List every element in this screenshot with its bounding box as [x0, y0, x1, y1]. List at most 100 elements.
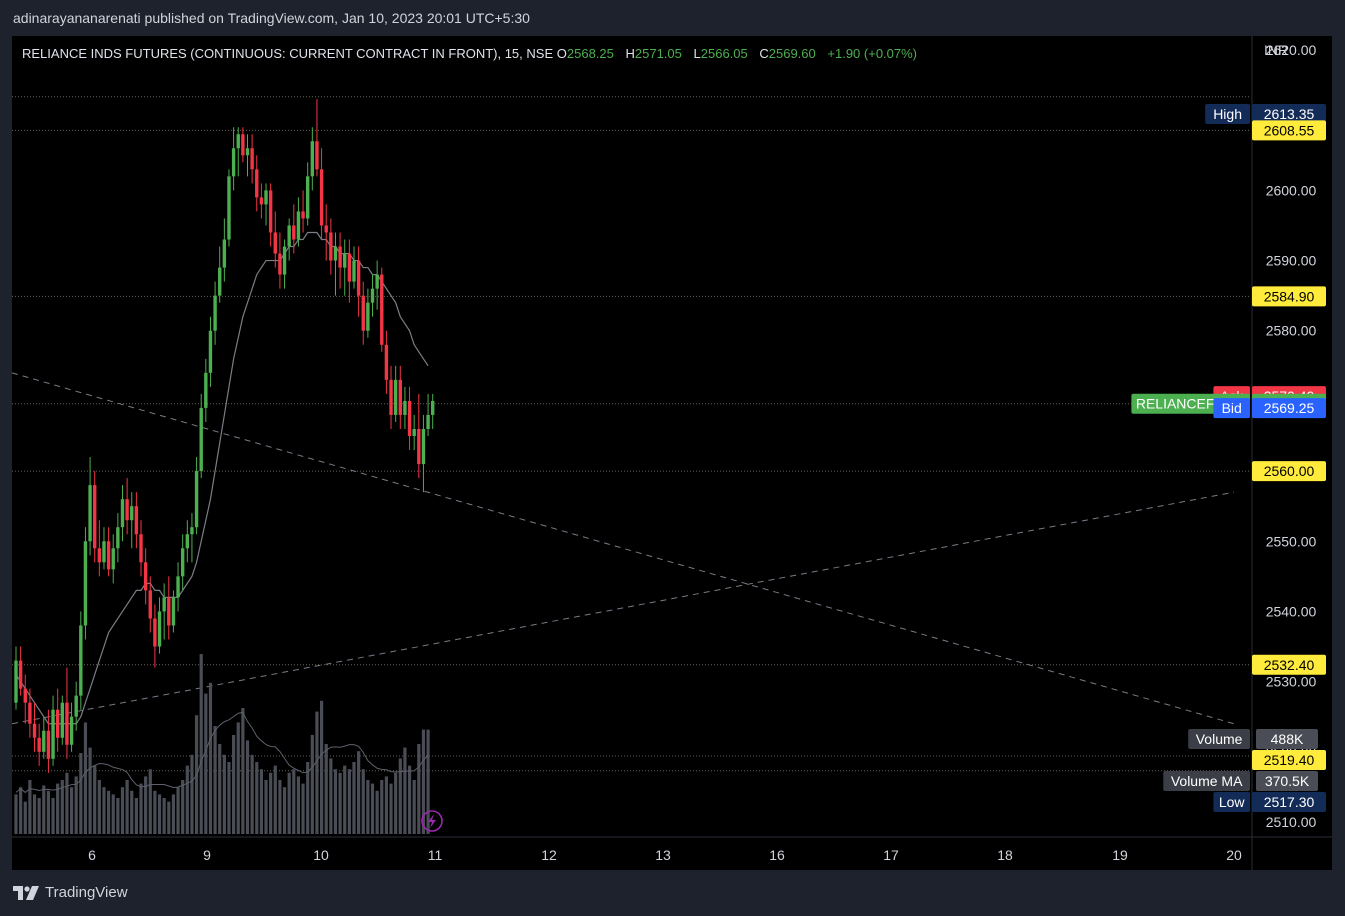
open-label: O [556, 46, 567, 61]
candle-body [343, 253, 347, 268]
indicator-label-bg [1163, 771, 1250, 791]
candle-body [231, 148, 236, 177]
candle-body [134, 506, 139, 535]
candle-body [213, 295, 217, 331]
currency-label: INR [1264, 42, 1288, 58]
candle-body [199, 407, 203, 472]
volume-bar [32, 794, 37, 834]
candle-body [120, 499, 125, 528]
volume-bar [199, 654, 203, 834]
volume-bar [407, 765, 412, 834]
candle-body [69, 716, 74, 745]
candle-body [245, 148, 250, 156]
low-value: 2566.05 [700, 46, 748, 61]
candle-body [305, 176, 310, 219]
candle-body [268, 190, 273, 233]
candle-body [46, 730, 51, 759]
price-tag-2569.25: 2569.25 [1264, 400, 1315, 416]
volume-bar [412, 780, 416, 834]
candle-body [42, 730, 46, 752]
volume-bar [51, 798, 55, 834]
candle-body [111, 548, 115, 570]
chart-legend: RELIANCE INDS FUTURES (CONTINUOUS: CURRE… [22, 46, 917, 61]
candle-body [162, 597, 166, 612]
candle-body [264, 190, 268, 205]
candle-body [23, 688, 27, 703]
candle-body [171, 597, 176, 626]
candle-body [338, 246, 342, 268]
x-tick-label: 12 [541, 847, 557, 863]
indicator-value-bg [1256, 729, 1318, 749]
volume-bar [153, 790, 157, 834]
candle-body [333, 246, 338, 261]
price-tag-2560.00: 2560.00 [1264, 463, 1315, 479]
indicator-label-bg [1188, 729, 1250, 749]
price-tag-label-bg [1213, 792, 1250, 812]
candle-body [227, 176, 231, 240]
x-tick-label: 17 [883, 847, 899, 863]
volume-bar [176, 787, 180, 834]
volume-bar [259, 769, 263, 834]
candle-body [106, 541, 111, 570]
y-tick-label: 2530.00 [1266, 674, 1317, 690]
candle-body [79, 625, 83, 696]
volume-bar [426, 729, 430, 834]
x-tick-label: 9 [203, 847, 211, 863]
y-tick-label: 2510.00 [1266, 814, 1317, 830]
volume-bar [190, 754, 194, 834]
y-tick-label: 2620.00 [1266, 42, 1317, 58]
price-tag-label: Low [1219, 794, 1246, 810]
volume-bar [417, 744, 421, 834]
candle-body [278, 253, 282, 275]
candle-body [37, 737, 41, 752]
candle-body [28, 702, 32, 724]
candle-body [222, 239, 227, 268]
candle-body [370, 288, 375, 303]
x-tick-label: 18 [997, 847, 1013, 863]
published-info: adinarayananarenati published on Trading… [13, 10, 530, 26]
candle-body [125, 499, 129, 521]
open-value: 2568.25 [566, 46, 614, 61]
volume-bar [380, 780, 384, 834]
candle-body [139, 534, 143, 563]
candle-body [255, 169, 259, 198]
price-tag-2560.00-bg [1252, 461, 1326, 482]
price-tag-2584.90: 2584.90 [1264, 288, 1315, 304]
volume-bar [421, 729, 426, 834]
tradingview-logo-icon [13, 885, 39, 900]
volume-bar [227, 762, 231, 834]
price-tag-label: High [1213, 106, 1242, 122]
candle-body [393, 379, 398, 415]
volume-bar [167, 801, 171, 834]
volume-bar [69, 787, 74, 834]
candle-body [417, 428, 421, 465]
volume-bar [366, 780, 370, 834]
price-tag-2613.35-bg [1252, 104, 1326, 124]
change-value: +1.90 (+0.07%) [827, 46, 918, 61]
volume-bar [333, 769, 338, 834]
candle-body [148, 590, 152, 619]
candle-body [352, 260, 356, 282]
indicator-value-bg [1256, 771, 1318, 791]
tradingview-logo[interactable]: TradingView [13, 884, 128, 901]
volume-bar [171, 794, 176, 834]
candle-body [116, 527, 120, 549]
volume-bar [134, 798, 138, 834]
price-tag-label: Bid [1222, 400, 1242, 416]
price-tag-2532.40: 2532.40 [1264, 657, 1315, 673]
y-tick-label: 2580.00 [1266, 323, 1317, 339]
lightning-icon[interactable] [421, 810, 443, 832]
volume-bar [97, 780, 101, 834]
volume-bar [264, 780, 268, 834]
volume-bar [185, 765, 189, 834]
volume-bar [347, 769, 351, 834]
volume-bar [296, 776, 301, 834]
candle-body [384, 344, 389, 380]
candle-body [366, 302, 370, 331]
trend-line [11, 372, 1235, 725]
candle-body [250, 148, 254, 170]
volume-bar [255, 762, 259, 834]
volume-bar [315, 711, 319, 834]
candle-body [273, 232, 277, 254]
